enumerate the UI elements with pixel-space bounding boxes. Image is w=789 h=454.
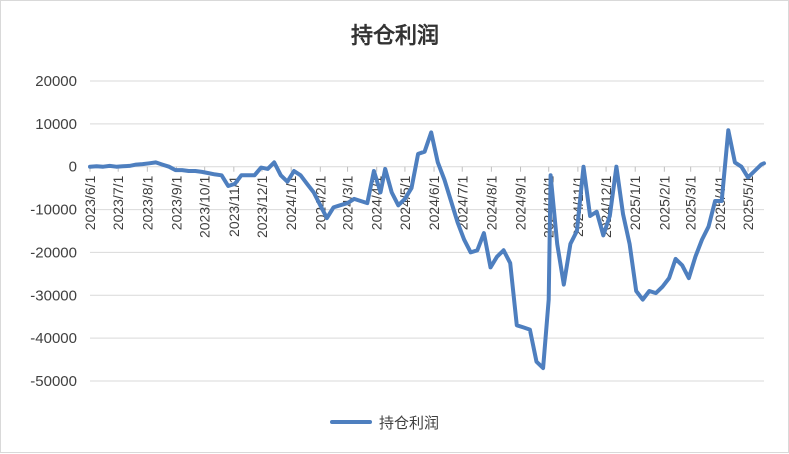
x-axis-ticks: 2023/6/1 2023/7/1 2023/8/1 2023/9/1 2023/10/… (82, 166, 756, 238)
legend: 持仓利润 (330, 414, 439, 432)
legend-label: 持仓利润 (379, 414, 439, 432)
x-tick-label: 2025/2/1 (656, 176, 672, 231)
x-tick-label: 2024/8/1 (483, 176, 499, 231)
x-tick-label: 2024/12/1 (598, 176, 614, 238)
x-tick-label: 2023/6/1 (82, 176, 98, 231)
y-axis-ticks: 20000 10000 0 -10000 -20000 -30000 -40000 -5000… (30, 73, 77, 390)
y-tick-label: 10000 (35, 116, 77, 133)
x-tick-label: 2024/7/1 (454, 176, 470, 231)
x-tick-label: 2023/10/1 (197, 176, 213, 238)
y-tick-label: -20000 (30, 244, 77, 261)
y-tick-label: -50000 (30, 373, 77, 390)
y-tick-label: 0 (69, 159, 77, 176)
x-tick-label: 2023/7/1 (110, 176, 126, 231)
x-tick-label: 2025/3/1 (683, 176, 699, 231)
x-tick-label: 2023/9/1 (168, 176, 184, 231)
y-tick-label: 20000 (35, 73, 77, 90)
x-tick-label: 2023/8/1 (139, 176, 155, 231)
y-tick-label: -10000 (30, 202, 77, 219)
x-tick-label: 2024/1/1 (283, 176, 299, 231)
x-tick-label: 2023/12/1 (254, 176, 270, 238)
y-tick-label: -40000 (30, 330, 77, 347)
x-tick-label: 2024/6/1 (426, 176, 442, 231)
x-tick-label: 2024/9/1 (513, 176, 529, 231)
y-tick-label: -30000 (30, 287, 77, 304)
x-tick-label: 2025/5/1 (740, 176, 756, 231)
series-line-0 (88, 128, 766, 371)
series-layer (88, 128, 766, 371)
chart-title: 持仓利润 (351, 23, 439, 49)
x-tick-label: 2025/1/1 (627, 176, 643, 231)
gridlines (90, 80, 764, 382)
x-tick-label: 2023/11/1 (226, 176, 242, 237)
